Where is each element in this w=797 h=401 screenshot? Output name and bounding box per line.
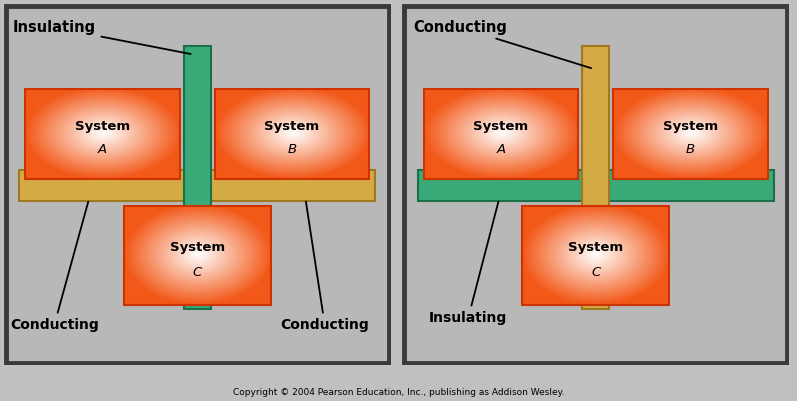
Text: Conducting: Conducting bbox=[414, 20, 591, 68]
Text: C: C bbox=[591, 266, 600, 279]
Text: Conducting: Conducting bbox=[281, 202, 369, 332]
Text: System: System bbox=[265, 120, 320, 133]
Text: A: A bbox=[98, 143, 107, 156]
Bar bbox=[214, 89, 369, 179]
Bar bbox=[418, 170, 774, 200]
Bar bbox=[522, 206, 669, 306]
Text: System: System bbox=[170, 241, 225, 254]
Text: C: C bbox=[193, 266, 202, 279]
Text: System: System bbox=[568, 241, 623, 254]
Bar bbox=[124, 206, 271, 306]
Text: B: B bbox=[288, 143, 296, 156]
Bar bbox=[424, 89, 579, 179]
Bar bbox=[19, 170, 375, 200]
Bar bbox=[184, 46, 210, 309]
Text: Conducting: Conducting bbox=[10, 202, 99, 332]
Text: System: System bbox=[473, 120, 528, 133]
Text: System: System bbox=[75, 120, 130, 133]
Bar bbox=[583, 46, 609, 309]
Text: Insulating: Insulating bbox=[13, 20, 190, 54]
Text: Insulating: Insulating bbox=[429, 202, 508, 325]
Text: Copyright © 2004 Pearson Education, Inc., publishing as Addison Wesley.: Copyright © 2004 Pearson Education, Inc.… bbox=[233, 388, 564, 397]
Text: B: B bbox=[686, 143, 695, 156]
Text: A: A bbox=[497, 143, 505, 156]
Bar bbox=[613, 89, 768, 179]
Bar bbox=[26, 89, 180, 179]
Text: System: System bbox=[663, 120, 718, 133]
